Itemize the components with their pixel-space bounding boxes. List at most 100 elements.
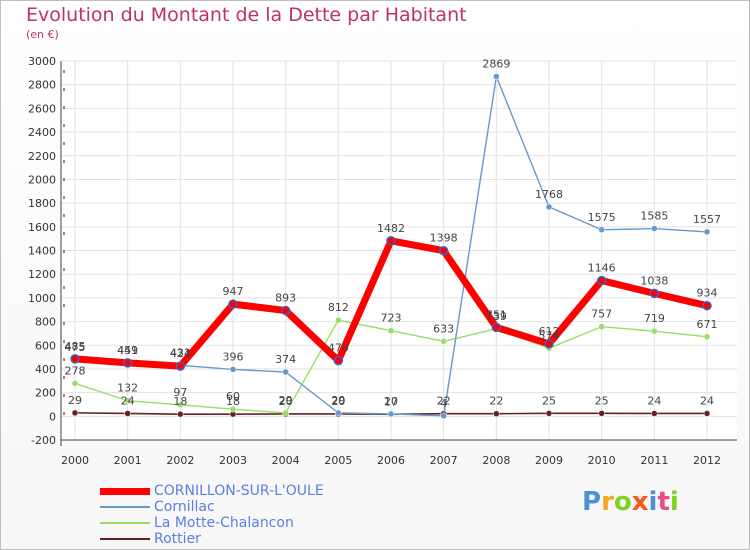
chart-subtitle: (en €) bbox=[26, 28, 59, 41]
data-point bbox=[229, 366, 237, 373]
data-point bbox=[703, 228, 711, 236]
y-tick-label: 400 bbox=[35, 363, 56, 376]
data-label: 18 bbox=[226, 395, 240, 408]
data-label: 431 bbox=[170, 346, 191, 359]
data-point bbox=[387, 410, 395, 418]
x-tick-label: 2010 bbox=[588, 454, 616, 467]
data-point bbox=[651, 327, 658, 335]
data-label: 424 bbox=[170, 347, 191, 360]
data-point bbox=[124, 397, 131, 404]
y-tick-label: 2600 bbox=[28, 102, 56, 115]
data-point bbox=[282, 368, 289, 376]
legend-label: CORNILLON-SUR-L'OULE bbox=[154, 483, 324, 499]
legend-swatch bbox=[100, 538, 150, 540]
data-point bbox=[703, 410, 711, 417]
data-label: 24 bbox=[647, 394, 661, 407]
data-point bbox=[440, 412, 447, 420]
data-label: 751 bbox=[486, 308, 507, 321]
logo-letter: i bbox=[648, 487, 658, 517]
x-tick-label: 2002 bbox=[166, 454, 194, 467]
y-tick-label: 1400 bbox=[28, 245, 56, 258]
data-label: 22 bbox=[437, 395, 451, 408]
data-point bbox=[71, 380, 79, 387]
data-label: 29 bbox=[279, 394, 293, 407]
legend-label: La Motte-Chalancon bbox=[154, 515, 294, 531]
data-label: 20 bbox=[279, 395, 293, 408]
data-point bbox=[703, 333, 711, 341]
data-point bbox=[71, 409, 79, 417]
data-label: 612 bbox=[539, 325, 560, 338]
data-point bbox=[70, 354, 80, 364]
data-label: 947 bbox=[223, 285, 244, 298]
data-label: 723 bbox=[381, 312, 402, 325]
y-tick-label: 2800 bbox=[28, 79, 56, 92]
logo-letter: r bbox=[601, 487, 614, 517]
y-tick-label: 2000 bbox=[28, 173, 56, 186]
data-label: 475 bbox=[65, 341, 86, 354]
y-tick-label: 1800 bbox=[28, 197, 56, 210]
data-label: 20 bbox=[384, 395, 398, 408]
logo-letter: i bbox=[669, 487, 679, 517]
data-label: 757 bbox=[591, 308, 612, 321]
data-label: 739 bbox=[486, 310, 507, 323]
data-point bbox=[545, 410, 553, 417]
legend-swatch bbox=[100, 522, 150, 524]
data-label: 22 bbox=[489, 395, 503, 408]
data-label: 29 bbox=[331, 394, 345, 407]
data-point bbox=[177, 401, 184, 409]
data-label: 1557 bbox=[693, 213, 721, 226]
data-label: 1146 bbox=[588, 262, 616, 275]
data-label: 25 bbox=[542, 394, 556, 407]
data-point bbox=[228, 299, 238, 309]
y-tick-label: 1000 bbox=[28, 292, 56, 305]
data-label: 24 bbox=[700, 394, 714, 407]
data-point bbox=[491, 322, 502, 333]
y-tick-label: 1600 bbox=[28, 221, 56, 234]
data-point bbox=[493, 410, 500, 417]
data-label: 278 bbox=[65, 364, 86, 377]
data-point bbox=[596, 275, 607, 286]
data-point bbox=[544, 339, 554, 349]
data-label: 374 bbox=[275, 353, 296, 366]
x-tick-label: 2009 bbox=[535, 454, 563, 467]
data-label: 17 bbox=[384, 395, 398, 408]
data-point bbox=[651, 410, 658, 417]
x-tick-label: 2012 bbox=[693, 454, 721, 467]
y-tick-label: 600 bbox=[35, 339, 56, 352]
logo-letter: o bbox=[613, 487, 632, 517]
legend-swatch bbox=[100, 506, 150, 508]
data-label: 25 bbox=[595, 394, 609, 407]
data-label: 396 bbox=[223, 350, 244, 363]
data-point bbox=[229, 405, 237, 413]
data-point bbox=[177, 410, 184, 418]
legend-label: Rottier bbox=[154, 531, 201, 547]
data-label: 633 bbox=[433, 322, 454, 335]
legend-label: Cornillac bbox=[154, 499, 215, 515]
data-point bbox=[598, 226, 605, 234]
y-tick-label: 2200 bbox=[28, 150, 56, 163]
data-point bbox=[175, 361, 186, 371]
data-label: 1398 bbox=[430, 232, 458, 245]
data-point bbox=[335, 409, 342, 417]
y-tick-label: -200 bbox=[31, 434, 56, 447]
data-label: 893 bbox=[275, 292, 296, 305]
data-label: 1575 bbox=[588, 211, 616, 224]
proxiti-logo: Proxiti bbox=[582, 487, 679, 517]
x-tick-label: 2007 bbox=[430, 454, 458, 467]
data-point bbox=[335, 316, 342, 324]
data-point bbox=[545, 203, 553, 211]
data-label: 4 bbox=[440, 397, 447, 410]
x-tick-label: 2008 bbox=[482, 454, 510, 467]
x-tick-label: 2006 bbox=[377, 454, 405, 467]
data-label: 1038 bbox=[640, 274, 668, 287]
logo-letter: t bbox=[657, 487, 670, 517]
data-label: 97 bbox=[173, 386, 187, 399]
data-label: 470 bbox=[328, 342, 349, 355]
data-point bbox=[440, 338, 447, 345]
x-tick-label: 2011 bbox=[640, 454, 668, 467]
data-point bbox=[333, 355, 344, 366]
x-tick-label: 2000 bbox=[61, 454, 89, 467]
data-point bbox=[493, 73, 500, 80]
x-tick-label: 2005 bbox=[324, 454, 352, 467]
logo-letter: x bbox=[631, 487, 649, 517]
